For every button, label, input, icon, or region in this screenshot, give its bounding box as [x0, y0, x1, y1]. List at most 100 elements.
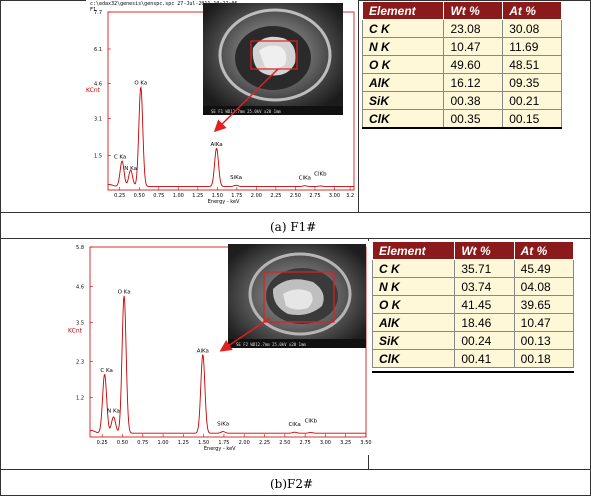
- spectrum-a-ytick-label-0: 1.5: [94, 153, 102, 159]
- table-a-header-row: Element Wt % At %: [361, 1, 562, 20]
- spectrum-a-peak-label-3: AlKa: [210, 142, 222, 148]
- table-b-r0-el: C K: [371, 259, 456, 278]
- table-a-r3-el: AlK: [361, 73, 445, 92]
- spectrum-b-ytick-label-3: 4.6: [76, 284, 84, 290]
- table-b-underline: [372, 371, 574, 373]
- table-b: Element Wt % At % C K 35.71 45.49 N K 03.74…: [371, 241, 575, 368]
- spectrum-a-xtick-label-9: 2.50: [290, 193, 301, 199]
- spectrum-a-xtick-label-4: 1.25: [192, 193, 203, 199]
- spectrum-a-xtick-label-5: 1.50: [212, 193, 223, 199]
- spectrum-b-xtick-label-12: 3.25: [340, 440, 351, 446]
- table-a-r3-wt: 16.12: [443, 73, 504, 92]
- table-a-header-wt: Wt %: [443, 1, 504, 20]
- divider-b-top: [0, 238, 591, 239]
- spectrum-b-ytick-label-4: 5.8: [76, 245, 84, 251]
- table-b-r0-at: 45.49: [513, 259, 575, 278]
- table-a: Element Wt % At % C K 23.08 30.08 N K 10.47…: [361, 1, 562, 128]
- table-row: AlK 16.12 09.35: [361, 73, 562, 92]
- spectrum-a-ytick-label-2: 4.6: [94, 82, 102, 88]
- divider-b-caption: [0, 469, 591, 470]
- spectrum-b-ytick-label-1: 2.3: [76, 360, 84, 366]
- spectrum-b-xtick-label-8: 2.25: [259, 440, 270, 446]
- spectrum-b-peak-label-6: ClKb: [305, 418, 318, 424]
- sem-image-a-svg: SE F1 WD12.7mm 25.0kV x20 1mm: [203, 3, 343, 115]
- spectrum-b-ytick-label-0: 1.2: [76, 396, 84, 402]
- spectrum-b-svg: 1.2 2.3 3.5 4.6 5.8 0.25 0.50 0.75 1.00 1.25 1.50 1…: [68, 245, 372, 452]
- table-a-r2-el: O K: [361, 55, 445, 74]
- spectrum-a-spectrum-line: [107, 85, 354, 187]
- spectrum-b-ytick-label-2: 3.5: [76, 320, 84, 326]
- spectrum-b-xtick-label-2: 0.75: [137, 440, 148, 446]
- divider-a-vertical: [358, 0, 359, 212]
- spectrum-a-xtick-label-1: 0.50: [134, 193, 145, 199]
- table-a-r4-at: 00.21: [502, 91, 562, 110]
- spectrum-b-peak-label-4: SiKa: [217, 421, 229, 427]
- spectrum-a-xtick-label-6: 1.75: [231, 193, 242, 199]
- spectrum-a-xtick-label-3: 1.00: [173, 193, 184, 199]
- caption-a: (a) F1#: [270, 220, 317, 234]
- table-b-header-at: At %: [513, 241, 575, 260]
- table-a-r0-at: 30.08: [502, 19, 562, 38]
- table-b-r4-wt: 00.24: [454, 331, 515, 350]
- spectrum-b-xtick-label-13: 3.50: [360, 440, 371, 446]
- table-b-r2-el: O K: [371, 295, 456, 314]
- spectrum-a-header-path: c:\edax32\genesis\genspc.spc 27-Jul-2011…: [90, 1, 238, 7]
- table-a-r2-wt: 49.60: [443, 55, 504, 74]
- spectrum-b-xtick-label-0: 0.25: [97, 440, 108, 446]
- table-b-r5-at: 00.18: [513, 349, 575, 368]
- spectrum-a-xtick-label-10: 2.75: [309, 193, 320, 199]
- spectrum-a-xtick-label-7: 2.00: [251, 193, 262, 199]
- spectrum-a-xtick-label-11: 3.00: [329, 193, 340, 199]
- spectrum-a-header-sample: F1: [90, 7, 96, 13]
- table-b-r3-el: AlK: [371, 313, 456, 332]
- table-b-r2-wt: 41.45: [454, 295, 515, 314]
- table-b-r5-wt: 00.41: [454, 349, 515, 368]
- spectrum-a-ylabel: KCnt: [86, 87, 101, 94]
- spectrum-a-xtick-label-0: 0.25: [114, 193, 125, 199]
- table-a-r1-wt: 10.47: [443, 37, 504, 56]
- spectrum-a-xtick-label-8: 2.25: [270, 193, 281, 199]
- table-a-r4-wt: 00.38: [443, 91, 504, 110]
- table-a-r5-at: 00.15: [502, 109, 562, 128]
- spectrum-b-xtick-label-10: 2.75: [300, 440, 311, 446]
- table-b-r1-at: 04.08: [513, 277, 575, 296]
- sem-b-roi: [263, 271, 335, 323]
- table-a-header-at: At %: [502, 1, 562, 20]
- table-a-r3-at: 09.35: [502, 73, 562, 92]
- spectrum-b-xtick-label-4: 1.25: [178, 440, 189, 446]
- arrow-a: [213, 68, 279, 133]
- spectrum-b-xtick-label-5: 1.50: [198, 440, 209, 446]
- spectrum-a-ytick-label-3: 6.1: [94, 47, 102, 53]
- spectrum-b-xtick-label-9: 2.50: [279, 440, 290, 446]
- spectrum-b-xtick-label-11: 3.00: [320, 440, 331, 446]
- spectrum-b-xtick-label-7: 2.00: [239, 440, 250, 446]
- table-row: O K 41.45 39.65: [371, 295, 575, 314]
- spectrum-a-svg: c:\edax32\genesis\genspc.spc 27-Jul-2011…: [86, 1, 355, 205]
- table-b-r0-wt: 35.71: [454, 259, 515, 278]
- table-row: C K 35.71 45.49: [371, 259, 575, 278]
- spectrum-a-plot-group: 1.5 3.1 4.6 6.1 7.7 0.25 0.50 0.75 1.00 1.25 1.50 1…: [86, 10, 355, 205]
- spectrum-b-plot-group: 1.2 2.3 3.5 4.6 5.8 0.25 0.50 0.75 1.00 1.25 1.50 1…: [68, 245, 372, 452]
- spectrum-a-peak-label-2: O Ka: [134, 81, 147, 87]
- spectrum-b-peak-label-3: AlKa: [197, 348, 209, 354]
- table-row: N K 10.47 11.69: [361, 37, 562, 56]
- spectrum-a-peak-label-0: C Ka: [114, 155, 126, 161]
- spectrum-b-peak-label-1: N Ka: [107, 409, 120, 415]
- table-row: ClK 00.35 00.15: [361, 109, 562, 128]
- table-a-header-element: Element: [361, 1, 445, 20]
- table-a-r0-wt: 23.08: [443, 19, 504, 38]
- spectrum-b-xlabel: Energy - keV: [204, 446, 236, 452]
- spectrum-b-ylabel: KCnt: [68, 328, 83, 335]
- table-a-underline: [362, 127, 562, 129]
- table-b-r3-at: 10.47: [513, 313, 575, 332]
- table-row: N K 03.74 04.08: [371, 277, 575, 296]
- spectrum-b-peak-label-2: O Ka: [118, 289, 131, 295]
- sem-image-a: SE F1 WD12.7mm 25.0kV x20 1mm: [203, 3, 343, 115]
- sem-image-b-svg: SE F2 WD12.7mm 25.0kV x20 1mm: [228, 244, 366, 348]
- spectrum-b-spectrum-line: [89, 295, 366, 434]
- table-row: C K 23.08 30.08: [361, 19, 562, 38]
- spectrum-b-peak-label-5: ClKa: [288, 422, 300, 428]
- spectrum-b-xtick-label-1: 0.50: [117, 440, 128, 446]
- spectrum-a-xtick-label-12: 3.2: [346, 193, 354, 199]
